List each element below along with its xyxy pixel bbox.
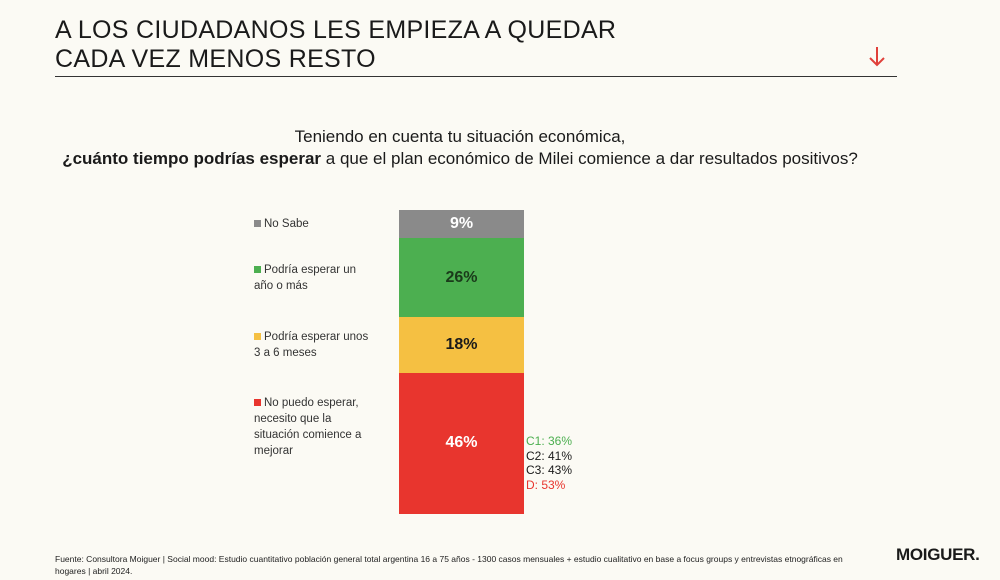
question-rest: a que el plan económico de Milei comienc…	[321, 149, 858, 168]
breakdown-item: C2: 41%	[526, 448, 573, 463]
legend-item: Podría esperar un año o más	[254, 263, 357, 292]
bar-segment: 18%	[399, 317, 524, 373]
data-label: 46%	[445, 434, 478, 452]
legend-swatch	[254, 219, 261, 227]
slide-title: A LOS CIUDADANOS LES EMPIEZA A QUEDAR CA…	[55, 16, 616, 74]
legend-swatch	[254, 399, 261, 407]
question-line-2: ¿cuánto tiempo podrías esperar a que el …	[0, 149, 960, 169]
legend-item: Podría esperar unos 3 a 6 meses	[254, 331, 369, 360]
breakdown-item: C3: 43%	[526, 463, 573, 477]
footnote-source: Fuente: Consultora Moiguer | Social mood…	[55, 554, 843, 576]
legend-swatch	[254, 333, 261, 341]
legend-item: No puedo esperar, necesito que la situació…	[254, 397, 362, 458]
arrow-down-icon	[869, 47, 885, 67]
question-line-1: Teniendo en cuenta tu situación económic…	[294, 127, 626, 146]
title-line-2: CADA VEZ MENOS RESTO	[55, 45, 376, 73]
stacked-bar: 9% 26% 18% 46%	[399, 210, 524, 514]
legend-item: No Sabe	[254, 216, 309, 232]
bar-segment: 46%	[399, 372, 524, 514]
title-line-1: A LOS CIUDADANOS LES EMPIEZA A QUEDAR	[55, 16, 617, 44]
moiguer-logo: MOIGUER.	[896, 545, 980, 564]
title-divider	[55, 76, 897, 77]
data-label: 26%	[445, 268, 478, 286]
breakdown-item: C1: 36%	[526, 434, 573, 448]
data-label: 18%	[445, 336, 478, 354]
legend-swatch	[254, 265, 261, 273]
breakdown-item: D: 53%	[526, 477, 566, 492]
question-emphasis: ¿cuánto tiempo podrías esperar	[62, 149, 322, 168]
data-label: 9%	[449, 214, 474, 232]
bar-segment: 26%	[399, 237, 524, 318]
bar-segment: 9%	[399, 210, 524, 238]
